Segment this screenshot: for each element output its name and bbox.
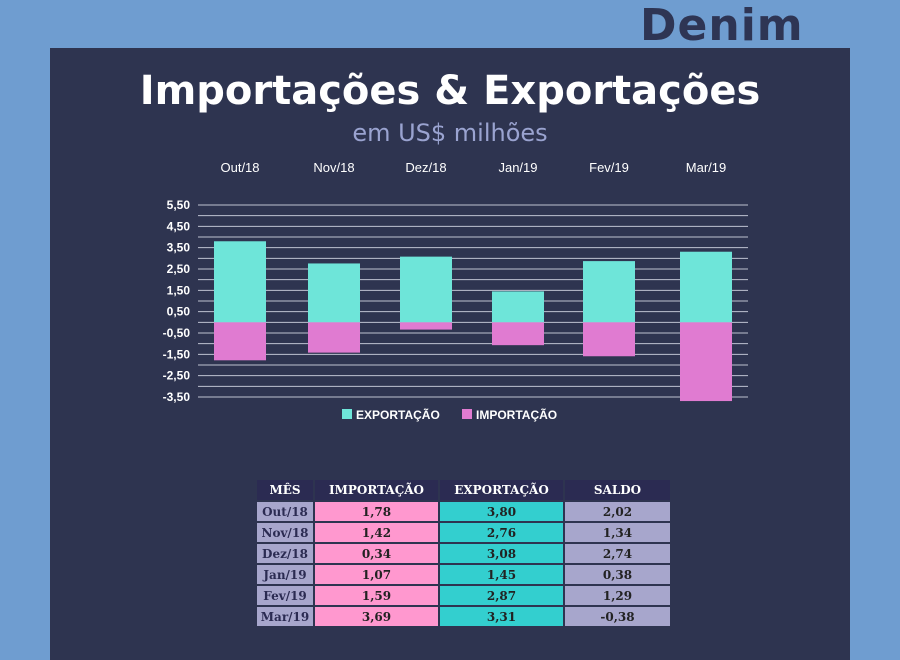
cell-export: 1,45 [440, 565, 563, 584]
y-tick-label: 2,50 [167, 262, 191, 276]
export-bar [583, 261, 635, 323]
import-bar [400, 322, 452, 330]
cell-import: 3,69 [315, 607, 438, 626]
cell-import: 1,78 [315, 502, 438, 521]
bar-chart: 5,50 4,50 3,50 2,50 1,50 0,50 -0,50 -1,50 -2,50 -… [163, 160, 748, 422]
import-bar [214, 322, 266, 361]
y-tick-label: -0,50 [163, 326, 191, 340]
import-bar [492, 322, 544, 346]
x-category-label: Dez/18 [405, 160, 446, 175]
cell-balance: 2,02 [565, 502, 670, 521]
header-month: MÊS [257, 480, 313, 500]
cell-month: Mar/19 [257, 607, 313, 626]
import-bar [680, 322, 732, 402]
cell-month: Nov/18 [257, 523, 313, 542]
header-balance: SALDO [565, 480, 670, 500]
cell-balance: 2,74 [565, 544, 670, 563]
import-bar [583, 322, 635, 357]
x-category-label: Jan/19 [498, 160, 537, 175]
data-table: MÊS IMPORTAÇÃO EXPORTAÇÃO SALDO Out/18 1… [255, 478, 672, 628]
y-tick-label: 3,50 [167, 241, 191, 255]
dashboard-panel: Importações & Exportações em US$ milhões… [50, 48, 850, 660]
export-bar [214, 241, 266, 323]
export-bar [400, 256, 452, 323]
cell-export: 2,76 [440, 523, 563, 542]
export-bar [308, 263, 360, 323]
y-tick-label: 1,50 [167, 283, 191, 297]
cell-month: Dez/18 [257, 544, 313, 563]
table-row: Dez/18 0,34 3,08 2,74 [257, 544, 670, 563]
y-tick-label: 0,50 [167, 305, 191, 319]
cell-export: 3,80 [440, 502, 563, 521]
header-import: IMPORTAÇÃO [315, 480, 438, 500]
y-tick-label: -1,50 [163, 347, 191, 361]
table-row: Fev/19 1,59 2,87 1,29 [257, 586, 670, 605]
y-tick-label: -2,50 [163, 369, 191, 383]
table-header-row: MÊS IMPORTAÇÃO EXPORTAÇÃO SALDO [257, 480, 670, 500]
cell-month: Out/18 [257, 502, 313, 521]
y-tick-label: 5,50 [167, 198, 191, 212]
cell-export: 2,87 [440, 586, 563, 605]
chart-title: Importações & Exportações [139, 68, 761, 114]
legend-label-import: IMPORTAÇÃO [476, 407, 557, 422]
y-tick-label: -3,50 [163, 390, 191, 404]
import-bar [308, 322, 360, 353]
legend-label-export: EXPORTAÇÃO [356, 407, 440, 422]
cell-balance: 1,34 [565, 523, 670, 542]
cell-import: 1,07 [315, 565, 438, 584]
table-row: Mar/19 3,69 3,31 -0,38 [257, 607, 670, 626]
cell-import: 1,42 [315, 523, 438, 542]
table-row: Out/18 1,78 3,80 2,02 [257, 502, 670, 521]
cell-balance: -0,38 [565, 607, 670, 626]
x-category-label: Nov/18 [313, 160, 354, 175]
cell-balance: 0,38 [565, 565, 670, 584]
y-tick-label: 4,50 [167, 219, 191, 233]
export-bar [492, 291, 544, 323]
table-row: Jan/19 1,07 1,45 0,38 [257, 565, 670, 584]
x-category-label: Mar/19 [686, 160, 726, 175]
header-export: EXPORTAÇÃO [440, 480, 563, 500]
cell-month: Jan/19 [257, 565, 313, 584]
cell-export: 3,08 [440, 544, 563, 563]
x-category-label: Fev/19 [589, 160, 629, 175]
legend-swatch-export [342, 409, 352, 419]
legend-swatch-import [462, 409, 472, 419]
cell-import: 0,34 [315, 544, 438, 563]
cell-balance: 1,29 [565, 586, 670, 605]
table-row: Nov/18 1,42 2,76 1,34 [257, 523, 670, 542]
x-category-label: Out/18 [220, 160, 259, 175]
cell-month: Fev/19 [257, 586, 313, 605]
export-bar [680, 251, 732, 323]
cell-import: 1,59 [315, 586, 438, 605]
chart-subtitle: em US$ milhões [352, 119, 548, 147]
cell-export: 3,31 [440, 607, 563, 626]
brand-logo: Denim [640, 0, 804, 51]
